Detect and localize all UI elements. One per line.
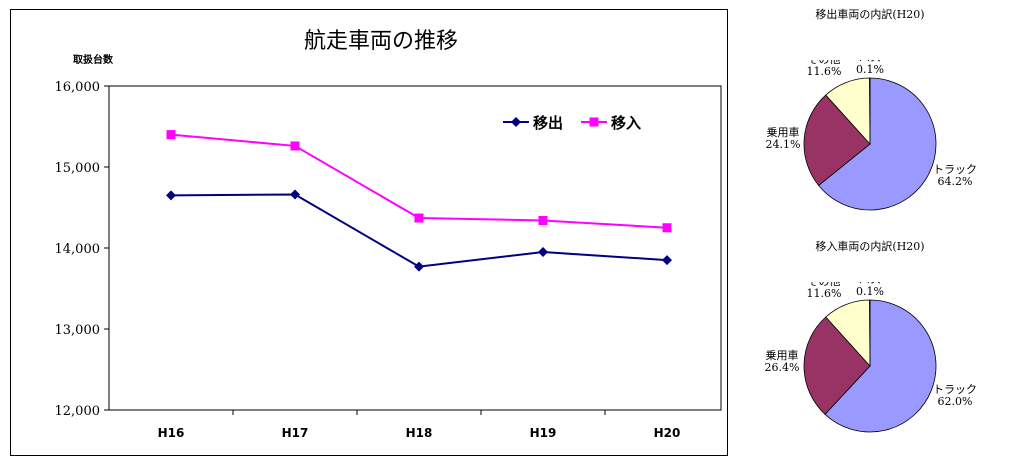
y-tick-label: 14,000 — [55, 242, 101, 257]
pie-slice-label: トラック — [933, 163, 977, 176]
pie-slice-label: バス — [859, 282, 881, 286]
legend-marker — [589, 117, 599, 127]
data-point — [538, 215, 548, 225]
x-tick-label: H18 — [406, 426, 433, 440]
data-point — [662, 223, 672, 233]
data-point — [414, 213, 424, 223]
data-point — [290, 141, 300, 151]
pie-slice-label: その他 — [808, 60, 841, 66]
pie-slice-value: 26.4% — [765, 361, 800, 374]
pie-slice-label: その他 — [808, 282, 841, 288]
pie-slice-value: 62.0% — [938, 395, 973, 408]
y-tick-label: 15,000 — [55, 161, 101, 176]
pie-slice-label: 乗用車 — [766, 348, 799, 362]
pie-slice-value: 24.1% — [766, 138, 801, 151]
data-point — [662, 255, 672, 266]
pie-slice-label: トラック — [933, 383, 977, 396]
pie-slice-value: 0.1% — [856, 285, 884, 298]
pie-slice — [803, 316, 871, 415]
data-point — [290, 189, 300, 200]
plot-area — [108, 85, 722, 411]
pie-slice-value: 64.2% — [938, 175, 973, 188]
data-point — [538, 247, 548, 258]
y-tick-label: 13,000 — [55, 323, 101, 338]
x-tick-label: H20 — [654, 426, 681, 440]
pie-slice-value: 11.6% — [807, 287, 842, 300]
y-tick-label: 16,000 — [55, 80, 101, 95]
x-tick-label: H16 — [158, 426, 185, 440]
pie-slice — [803, 94, 871, 186]
legend-label: 移出 — [533, 114, 563, 132]
data-point — [166, 130, 176, 140]
pie-slice-value: 0.1% — [856, 63, 884, 76]
y-axis-label: 取扱台数 — [73, 53, 114, 66]
pie-slice-label: 乗用車 — [767, 125, 800, 139]
pie-slice — [824, 299, 937, 433]
pie-title-export: 移出車両の内訳(H20) — [815, 8, 925, 21]
y-tick-label: 12,000 — [55, 404, 101, 419]
x-tick-label: H17 — [282, 426, 309, 440]
chart-title: 航走車両の推移 — [304, 29, 458, 54]
data-point — [414, 261, 424, 272]
legend-marker — [511, 117, 521, 127]
pie-slice-value: 11.6% — [807, 65, 842, 78]
pie-title-import: 移入車両の内訳(H20) — [815, 240, 925, 253]
legend-label: 移入 — [611, 114, 641, 132]
data-point — [166, 190, 176, 201]
line-chart-panel: 航走車両の推移取扱台数 12,000 13,000 14,000 15,000 16,00… — [10, 9, 728, 456]
pie-slice-label: バス — [859, 60, 881, 64]
pie-slice — [818, 77, 937, 211]
x-tick-label: H19 — [530, 426, 557, 440]
